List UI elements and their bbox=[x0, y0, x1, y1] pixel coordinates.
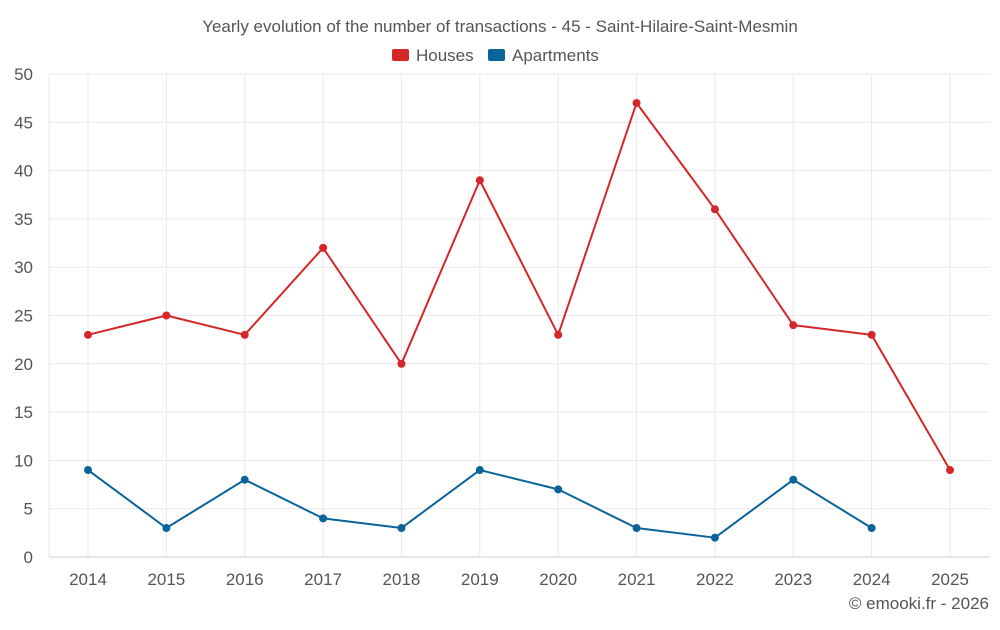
y-tick-label: 5 bbox=[24, 500, 33, 519]
data-point-houses[interactable] bbox=[946, 466, 954, 475]
y-tick-label: 40 bbox=[14, 162, 33, 181]
data-point-apartments[interactable] bbox=[319, 514, 328, 523]
legend-swatch-houses bbox=[392, 49, 409, 61]
x-tick-label: 2014 bbox=[69, 570, 107, 589]
x-tick-label: 2021 bbox=[618, 570, 656, 589]
y-tick-label: 10 bbox=[14, 451, 33, 470]
data-point-apartments[interactable] bbox=[632, 524, 641, 533]
data-point-apartments[interactable] bbox=[475, 466, 484, 475]
y-tick-label: 30 bbox=[14, 258, 33, 277]
data-point-houses[interactable] bbox=[710, 205, 719, 214]
data-point-apartments[interactable] bbox=[867, 524, 876, 533]
data-point-apartments[interactable] bbox=[162, 524, 171, 533]
legend-label-houses: Houses bbox=[416, 46, 474, 65]
x-tick-label: 2016 bbox=[226, 570, 264, 589]
data-point-houses[interactable] bbox=[162, 311, 171, 320]
data-point-houses[interactable] bbox=[475, 176, 484, 185]
credit-text: © emooki.fr - 2026 bbox=[849, 594, 989, 613]
data-point-houses[interactable] bbox=[397, 359, 406, 368]
x-tick-label: 2023 bbox=[774, 570, 812, 589]
y-tick-label: 25 bbox=[14, 307, 33, 326]
y-tick-label: 20 bbox=[14, 355, 33, 374]
legend-item-apartments[interactable]: Apartments bbox=[488, 46, 599, 65]
data-point-houses[interactable] bbox=[632, 98, 641, 107]
data-point-houses[interactable] bbox=[240, 330, 249, 339]
y-tick-label: 35 bbox=[14, 210, 33, 229]
data-point-houses[interactable] bbox=[319, 243, 328, 252]
data-point-apartments[interactable] bbox=[84, 466, 92, 475]
data-point-houses[interactable] bbox=[789, 321, 798, 330]
y-tick-label: 15 bbox=[14, 403, 33, 422]
x-tick-label: 2020 bbox=[539, 570, 577, 589]
y-tick-label: 45 bbox=[14, 113, 33, 132]
data-point-houses[interactable] bbox=[867, 330, 876, 339]
data-point-houses[interactable] bbox=[84, 330, 92, 339]
data-point-apartments[interactable] bbox=[397, 524, 406, 533]
x-tick-label: 2015 bbox=[147, 570, 185, 589]
legend-swatch-apartments bbox=[488, 49, 505, 61]
legend: Houses Apartments bbox=[392, 46, 599, 65]
x-tick-label: 2024 bbox=[853, 570, 891, 589]
series-line-houses bbox=[87, 101, 951, 471]
x-tick-label: 2025 bbox=[931, 570, 969, 589]
x-tick-label: 2022 bbox=[696, 570, 734, 589]
grid-layer bbox=[48, 73, 990, 558]
y-tick-label: 0 bbox=[24, 548, 33, 567]
data-point-apartments[interactable] bbox=[789, 475, 798, 484]
y-tick-label: 50 bbox=[14, 65, 33, 84]
x-tick-label: 2018 bbox=[383, 570, 421, 589]
series-layer bbox=[84, 98, 954, 542]
x-tick-label: 2019 bbox=[461, 570, 499, 589]
legend-item-houses[interactable]: Houses bbox=[392, 46, 474, 65]
legend-label-apartments: Apartments bbox=[512, 46, 599, 65]
data-point-apartments[interactable] bbox=[710, 533, 719, 542]
x-tick-label: 2017 bbox=[304, 570, 342, 589]
data-point-houses[interactable] bbox=[554, 330, 563, 339]
chart-title: Yearly evolution of the number of transa… bbox=[202, 17, 798, 36]
data-point-apartments[interactable] bbox=[554, 485, 563, 494]
data-point-apartments[interactable] bbox=[240, 475, 249, 484]
